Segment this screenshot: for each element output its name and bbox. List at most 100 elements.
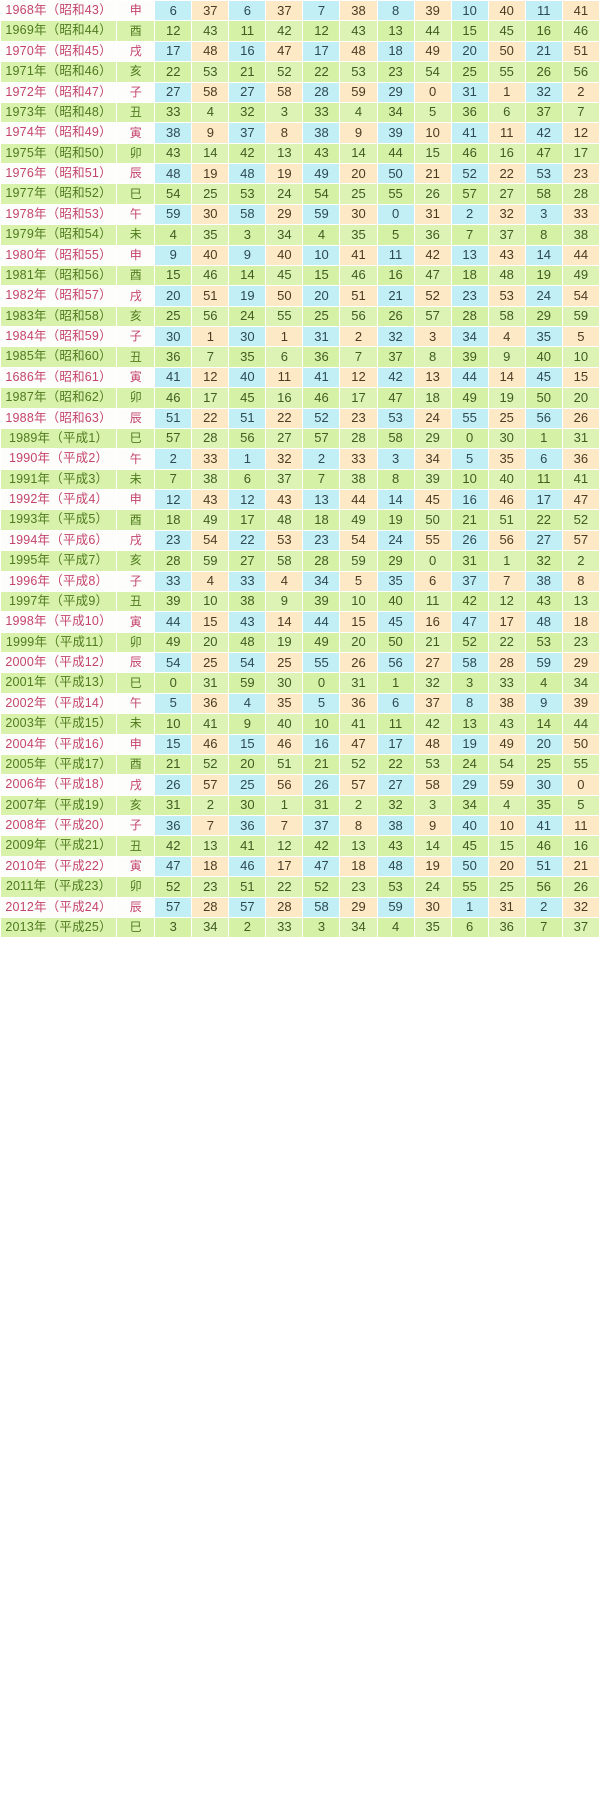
value-cell: 46 bbox=[339, 264, 378, 287]
value-cell: 0 bbox=[302, 672, 341, 694]
value-cell: 17 bbox=[487, 611, 526, 633]
value-cell: 52 bbox=[450, 162, 489, 185]
year-label-cell: 1979年（昭和54） bbox=[0, 224, 118, 246]
value-cell: 27 bbox=[228, 550, 267, 572]
value-cell: 9 bbox=[339, 122, 378, 144]
value-cell: 51 bbox=[339, 285, 378, 307]
table-row: 1973年（昭和48）丑 33 4 32 3 33 4 34 5 36 6 37 7 bbox=[0, 101, 600, 124]
value-cell: 15 bbox=[413, 142, 452, 165]
value-cell: 42 bbox=[302, 835, 341, 857]
value-cell: 28 bbox=[191, 427, 230, 450]
value-cell: 7 bbox=[302, 468, 341, 491]
value-cell: 4 bbox=[302, 224, 341, 246]
zodiac-sign-cell: 辰 bbox=[116, 407, 156, 429]
value-cell: 26 bbox=[154, 774, 193, 796]
value-cell: 11 bbox=[487, 122, 526, 144]
zodiac-sign-cell: 巳 bbox=[116, 183, 156, 205]
value-cell: 40 bbox=[265, 244, 304, 266]
value-cell: 6 bbox=[487, 101, 526, 124]
value-cell: 13 bbox=[302, 488, 341, 511]
value-cell: 24 bbox=[265, 183, 304, 205]
value-cell: 18 bbox=[302, 509, 341, 531]
value-cell: 7 bbox=[561, 101, 600, 124]
year-label-cell: 1975年（昭和50） bbox=[0, 142, 118, 165]
value-cell: 41 bbox=[561, 468, 600, 491]
value-cell: 49 bbox=[487, 733, 526, 755]
value-cell: 30 bbox=[524, 774, 563, 796]
year-label-cell: 1980年（昭和55） bbox=[0, 244, 118, 266]
value-cell: 31 bbox=[487, 896, 526, 918]
value-cell: 27 bbox=[524, 529, 563, 552]
value-cell: 25 bbox=[339, 183, 378, 205]
value-cell: 44 bbox=[561, 244, 600, 266]
value-cell: 31 bbox=[450, 81, 489, 103]
value-cell: 11 bbox=[228, 20, 267, 42]
value-cell: 27 bbox=[228, 81, 267, 103]
value-cell: 22 bbox=[191, 407, 230, 429]
value-cell: 39 bbox=[450, 346, 489, 368]
value-cell: 2 bbox=[302, 448, 341, 470]
zodiac-sign-cell: 未 bbox=[116, 713, 156, 735]
value-cell: 27 bbox=[376, 774, 415, 796]
value-cell: 24 bbox=[376, 529, 415, 552]
value-cell: 58 bbox=[228, 203, 267, 226]
value-cell: 21 bbox=[524, 40, 563, 63]
value-cell: 23 bbox=[154, 529, 193, 552]
table-row: 1969年（昭和44）酉 12 43 11 42 12 43 13 44 15 45 16 46 bbox=[0, 20, 600, 42]
table-row: 1976年（昭和51）辰 48 19 48 19 49 20 50 21 52 22 53 23 bbox=[0, 162, 600, 185]
value-cell: 41 bbox=[191, 713, 230, 735]
value-cell: 37 bbox=[265, 0, 304, 22]
value-cell: 32 bbox=[228, 101, 267, 124]
value-cell: 20 bbox=[561, 387, 600, 409]
value-cell: 51 bbox=[265, 753, 304, 776]
value-cell: 37 bbox=[524, 101, 563, 124]
value-cell: 3 bbox=[413, 794, 452, 817]
value-cell: 17 bbox=[339, 387, 378, 409]
zodiac-sign-cell: 未 bbox=[116, 224, 156, 246]
value-cell: 27 bbox=[265, 427, 304, 450]
value-cell: 4 bbox=[524, 672, 563, 694]
value-cell: 50 bbox=[413, 509, 452, 531]
value-cell: 37 bbox=[302, 814, 341, 837]
value-cell: 19 bbox=[450, 733, 489, 755]
value-cell: 8 bbox=[524, 224, 563, 246]
value-cell: 31 bbox=[191, 672, 230, 694]
value-cell: 57 bbox=[561, 529, 600, 552]
value-cell: 47 bbox=[339, 733, 378, 755]
value-cell: 14 bbox=[376, 488, 415, 511]
value-cell: 9 bbox=[265, 590, 304, 613]
zodiac-sign-cell: 酉 bbox=[116, 753, 156, 776]
value-cell: 48 bbox=[524, 611, 563, 633]
value-cell: 2 bbox=[339, 325, 378, 348]
value-cell: 41 bbox=[154, 366, 193, 389]
zodiac-sign-cell: 丑 bbox=[116, 346, 156, 368]
value-cell: 32 bbox=[265, 448, 304, 470]
year-label-cell: 2002年（平成14） bbox=[0, 692, 118, 715]
value-cell: 37 bbox=[228, 122, 267, 144]
value-cell: 22 bbox=[524, 509, 563, 531]
value-cell: 35 bbox=[524, 794, 563, 817]
value-cell: 2 bbox=[339, 794, 378, 817]
value-cell: 5 bbox=[376, 224, 415, 246]
value-cell: 22 bbox=[154, 61, 193, 83]
value-cell: 50 bbox=[524, 387, 563, 409]
table-row: 1987年（昭和62）卯 46 17 45 16 46 17 47 18 49 19 50 20 bbox=[0, 387, 600, 409]
value-cell: 5 bbox=[154, 692, 193, 715]
value-cell: 10 bbox=[191, 590, 230, 613]
value-cell: 51 bbox=[191, 285, 230, 307]
value-cell: 33 bbox=[339, 448, 378, 470]
value-cell: 20 bbox=[524, 733, 563, 755]
value-cell: 4 bbox=[487, 325, 526, 348]
value-cell: 45 bbox=[487, 20, 526, 42]
value-cell: 29 bbox=[339, 896, 378, 918]
value-cell: 54 bbox=[561, 285, 600, 307]
table-row: 1980年（昭和55）申 9 40 9 40 10 41 11 42 13 43 14 44 bbox=[0, 244, 600, 266]
value-cell: 50 bbox=[376, 162, 415, 185]
value-cell: 2 bbox=[524, 896, 563, 918]
value-cell: 54 bbox=[413, 61, 452, 83]
zodiac-sign-cell: 辰 bbox=[116, 651, 156, 674]
value-cell: 42 bbox=[413, 244, 452, 266]
value-cell: 53 bbox=[228, 183, 267, 205]
year-label-cell: 1973年（昭和48） bbox=[0, 101, 118, 124]
value-cell: 39 bbox=[154, 590, 193, 613]
